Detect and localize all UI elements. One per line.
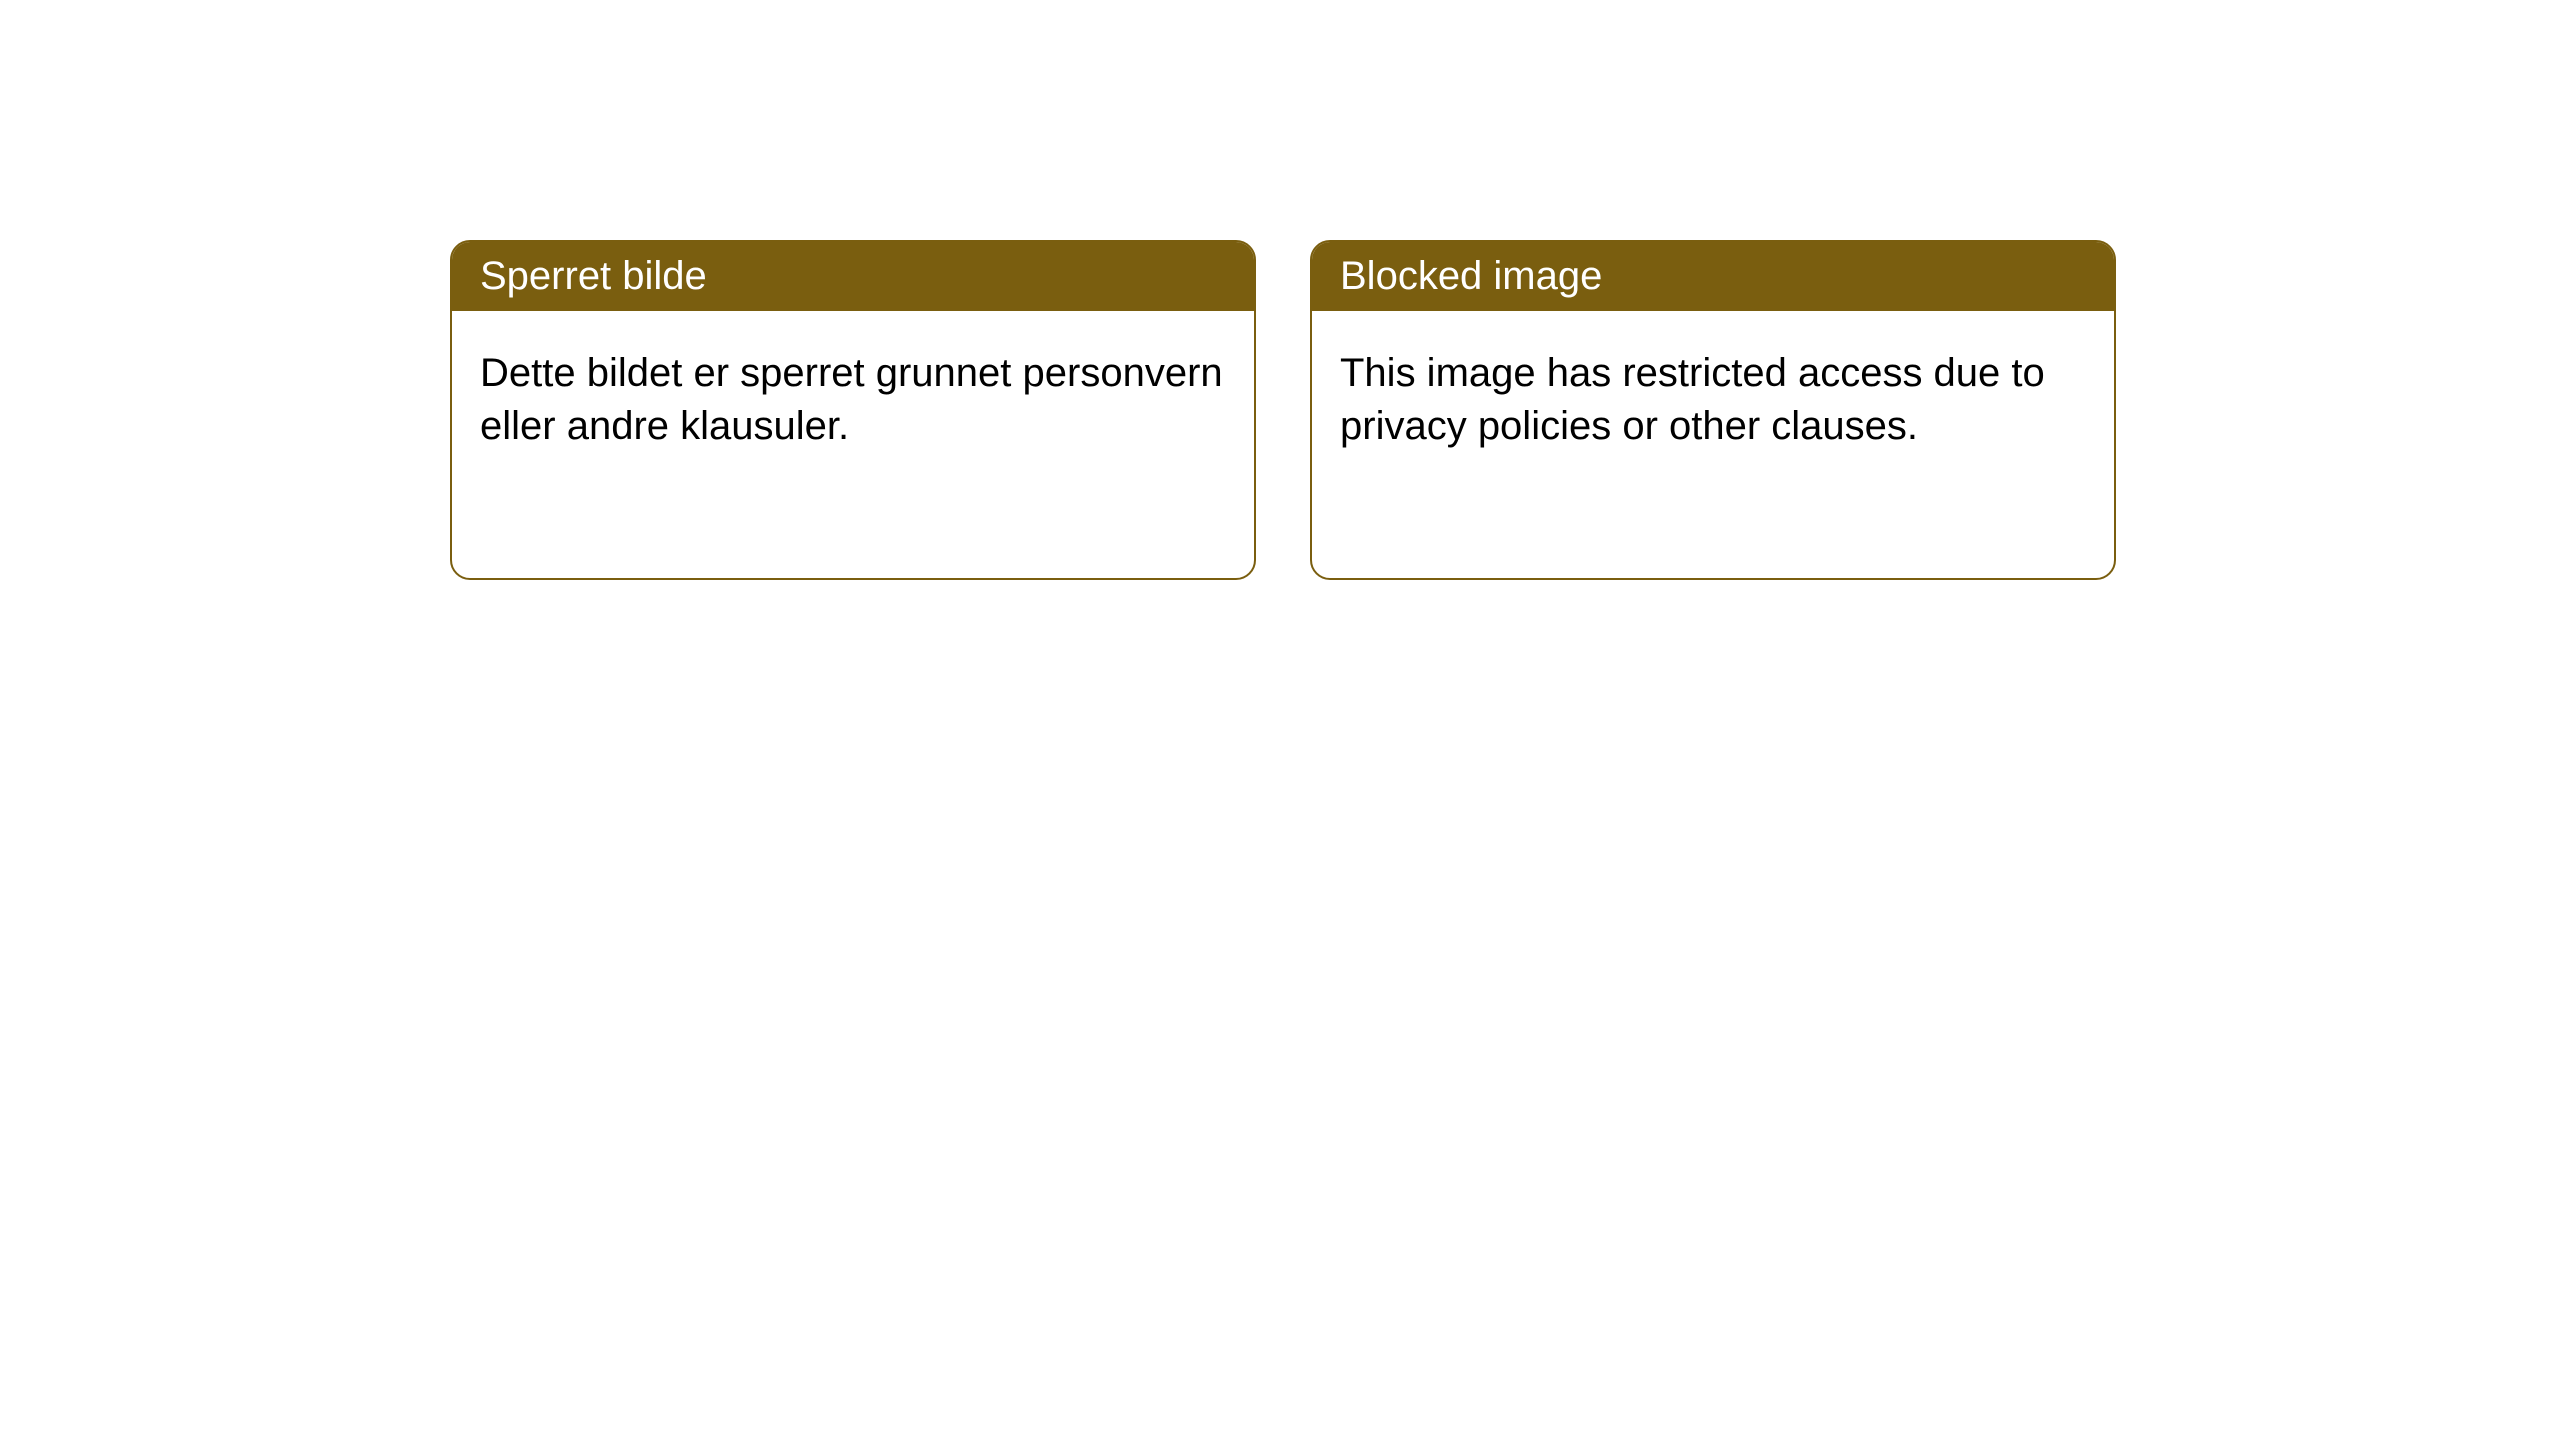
notice-card-english: Blocked image This image has restricted … xyxy=(1310,240,2116,580)
notice-container: Sperret bilde Dette bildet er sperret gr… xyxy=(0,0,2560,580)
notice-card-title: Blocked image xyxy=(1312,242,2114,311)
notice-card-norwegian: Sperret bilde Dette bildet er sperret gr… xyxy=(450,240,1256,580)
notice-card-title: Sperret bilde xyxy=(452,242,1254,311)
notice-card-body: Dette bildet er sperret grunnet personve… xyxy=(452,311,1254,489)
notice-card-body: This image has restricted access due to … xyxy=(1312,311,2114,489)
